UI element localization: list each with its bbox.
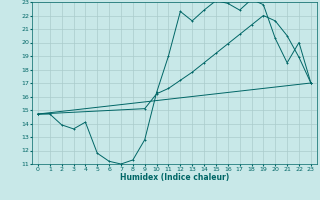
X-axis label: Humidex (Indice chaleur): Humidex (Indice chaleur) xyxy=(120,173,229,182)
